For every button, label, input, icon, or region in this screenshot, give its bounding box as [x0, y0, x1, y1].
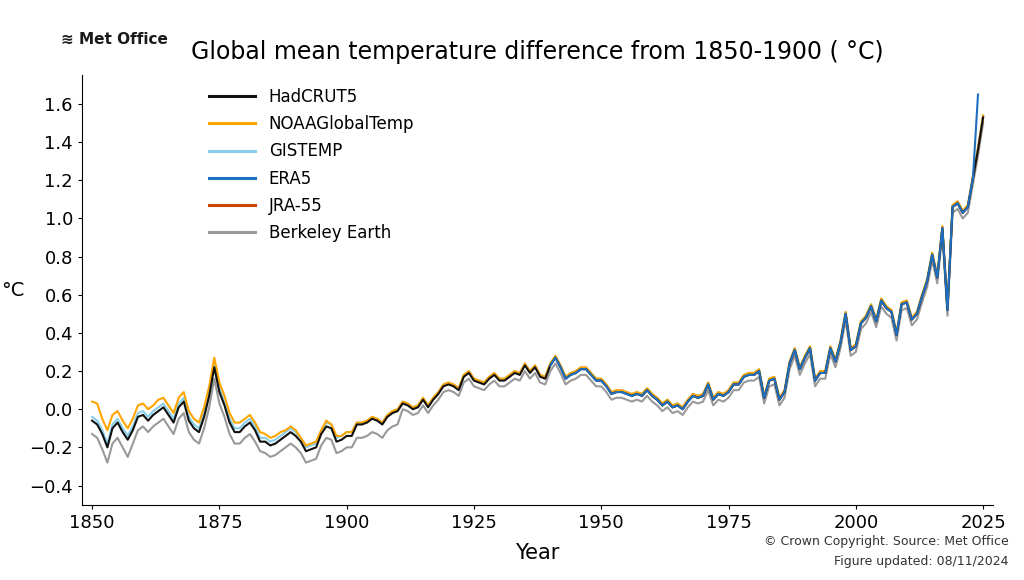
Title: Global mean temperature difference from 1850-1900 ( °C): Global mean temperature difference from … [191, 40, 884, 64]
Legend: HadCRUT5, NOAAGlobalTemp, GISTEMP, ERA5, JRA-55, Berkeley Earth: HadCRUT5, NOAAGlobalTemp, GISTEMP, ERA5,… [209, 88, 415, 242]
X-axis label: Year: Year [515, 543, 560, 563]
Y-axis label: °C: °C [1, 281, 25, 299]
Text: Figure updated: 08/11/2024: Figure updated: 08/11/2024 [835, 556, 1009, 568]
Text: ≋ Met Office: ≋ Met Office [61, 32, 168, 47]
Text: © Crown Copyright. Source: Met Office: © Crown Copyright. Source: Met Office [764, 535, 1009, 548]
